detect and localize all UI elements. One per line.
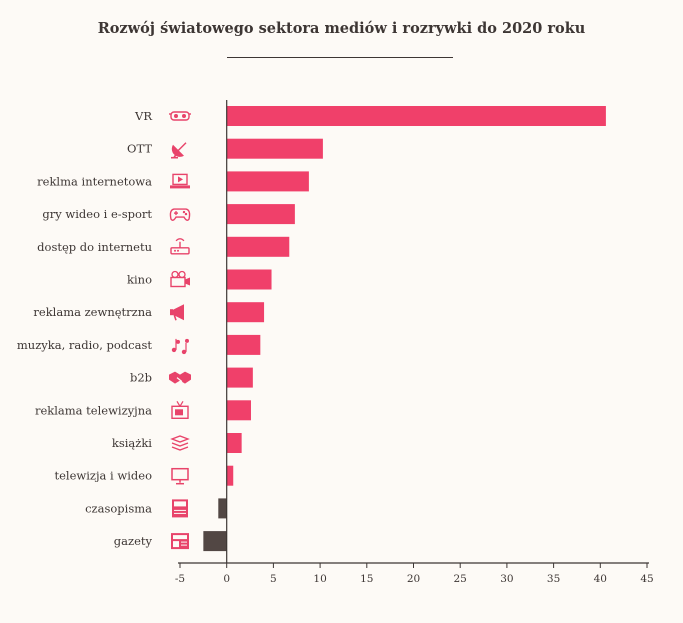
satellite-dish-icon [171, 142, 187, 159]
x-tick-label: 35 [547, 573, 560, 585]
title-underline [227, 57, 453, 58]
x-tick-label: 30 [500, 573, 513, 585]
bar-3 [226, 171, 309, 192]
bar-12 [226, 465, 234, 486]
x-tick-label: 10 [313, 573, 326, 585]
category-label: VR [134, 109, 152, 123]
bar-8 [226, 334, 261, 355]
router-icon [170, 238, 190, 255]
bar-7 [226, 302, 265, 323]
bar-2 [226, 138, 323, 159]
music-notes-icon [171, 338, 189, 355]
bar-9 [226, 367, 253, 388]
bar-10 [226, 400, 251, 421]
bar-13 [218, 498, 227, 519]
bar-1 [226, 106, 606, 126]
category-label: muzyka, radio, podcast [17, 338, 152, 352]
category-label: reklma internetowa [37, 174, 152, 188]
category-label: gry wideo i e-sport [42, 207, 152, 221]
bar-4 [226, 204, 295, 225]
monitor-icon [171, 467, 189, 485]
category-label: książki [112, 436, 152, 450]
category-label: b2b [130, 371, 152, 385]
x-tick-label: -5 [175, 573, 185, 585]
bar-11 [226, 433, 242, 453]
gamepad-icon [169, 208, 191, 221]
newspaper-icon [171, 533, 189, 550]
magazine-icon [172, 499, 188, 518]
category-label: telewizja i wideo [54, 469, 152, 483]
megaphone-icon [170, 304, 184, 321]
category-label: czasopisma [85, 501, 152, 515]
handshake-icon [169, 371, 191, 384]
x-tick-label: 40 [594, 573, 607, 585]
x-tick-label: 0 [223, 573, 230, 585]
bar-6 [226, 269, 272, 290]
x-tick-label: 25 [454, 573, 467, 585]
laptop-play-icon [170, 173, 190, 189]
category-label: kino [127, 273, 152, 287]
x-tick-label: 20 [407, 573, 420, 585]
bar-14 [203, 531, 227, 552]
vr-goggles-icon [169, 111, 191, 121]
chart-title: Rozwój światowego sektora mediów i rozry… [97, 20, 586, 37]
x-tick-label: 45 [640, 573, 653, 585]
category-label: reklama zewnętrzna [33, 305, 152, 319]
category-label: dostęp do internetu [37, 240, 152, 254]
bar-5 [226, 236, 290, 257]
category-label: gazety [114, 534, 153, 548]
x-tick-label: 5 [270, 573, 277, 585]
x-tick-label: 15 [360, 573, 373, 585]
books-icon [170, 435, 190, 451]
category-label: OTT [127, 142, 152, 156]
tv-icon [171, 400, 189, 419]
category-label: reklama telewizyjna [35, 403, 152, 417]
film-camera-icon [170, 270, 190, 288]
